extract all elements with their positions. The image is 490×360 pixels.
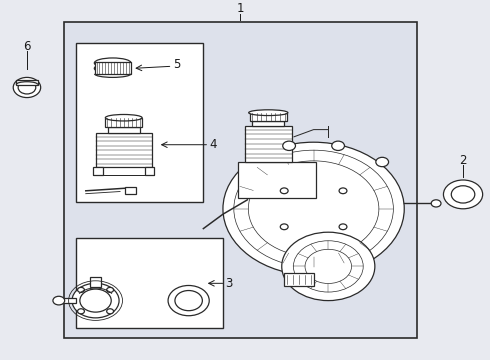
- Circle shape: [223, 142, 404, 275]
- Text: 1: 1: [236, 3, 244, 15]
- Circle shape: [376, 157, 389, 167]
- Circle shape: [451, 186, 475, 203]
- Text: 5: 5: [172, 58, 180, 71]
- Ellipse shape: [94, 58, 131, 68]
- Bar: [252, 121, 284, 126]
- Circle shape: [72, 283, 119, 318]
- Ellipse shape: [249, 110, 288, 116]
- Circle shape: [53, 296, 65, 305]
- Bar: [76, 238, 223, 328]
- Bar: [250, 113, 287, 121]
- Circle shape: [283, 141, 295, 150]
- Circle shape: [339, 224, 347, 230]
- Circle shape: [77, 309, 84, 314]
- Bar: [145, 167, 154, 175]
- Circle shape: [282, 232, 375, 301]
- Text: 4: 4: [209, 138, 217, 151]
- Ellipse shape: [105, 114, 142, 121]
- Circle shape: [107, 287, 114, 292]
- Circle shape: [431, 200, 441, 207]
- Circle shape: [443, 180, 483, 209]
- Bar: [105, 118, 142, 127]
- Bar: [90, 277, 101, 287]
- Circle shape: [305, 249, 352, 284]
- Circle shape: [339, 188, 347, 194]
- Circle shape: [13, 77, 41, 98]
- Bar: [284, 273, 314, 286]
- Bar: [238, 162, 316, 198]
- Circle shape: [107, 309, 114, 314]
- Bar: [76, 43, 203, 202]
- Ellipse shape: [94, 63, 131, 73]
- Circle shape: [80, 289, 111, 312]
- Circle shape: [332, 141, 344, 150]
- Circle shape: [294, 241, 363, 292]
- Bar: [96, 133, 152, 167]
- Circle shape: [234, 150, 393, 267]
- Circle shape: [77, 287, 84, 292]
- Text: 6: 6: [23, 40, 31, 53]
- Circle shape: [280, 188, 288, 194]
- Bar: [64, 22, 416, 338]
- Text: 2: 2: [459, 154, 467, 167]
- Circle shape: [248, 161, 379, 257]
- Circle shape: [175, 291, 202, 311]
- Bar: [108, 127, 140, 133]
- Circle shape: [18, 81, 36, 94]
- Circle shape: [168, 285, 209, 316]
- Bar: [93, 167, 103, 175]
- Bar: [16, 80, 38, 85]
- Bar: [245, 126, 292, 162]
- Bar: [59, 298, 76, 303]
- Bar: [95, 62, 131, 74]
- Bar: [125, 187, 136, 194]
- Text: 3: 3: [225, 277, 233, 290]
- Circle shape: [280, 224, 288, 230]
